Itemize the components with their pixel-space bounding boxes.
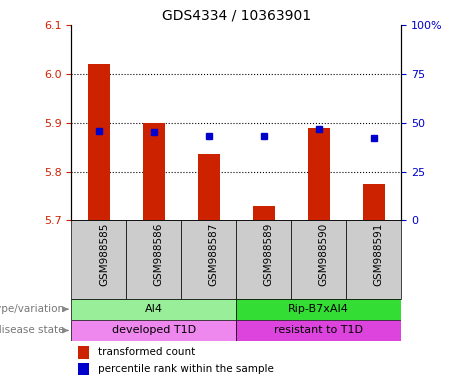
Bar	[236, 220, 291, 299]
Text: AI4: AI4	[145, 304, 163, 314]
Text: disease state: disease state	[0, 326, 65, 336]
Title: GDS4334 / 10363901: GDS4334 / 10363901	[162, 8, 311, 22]
Text: GSM988590: GSM988590	[319, 223, 329, 286]
Bar	[346, 220, 401, 299]
Text: transformed count: transformed count	[98, 348, 195, 358]
Bar	[181, 220, 236, 299]
Bar	[363, 184, 384, 220]
Text: developed T1D: developed T1D	[112, 326, 196, 336]
Bar	[78, 363, 89, 376]
Text: percentile rank within the sample: percentile rank within the sample	[98, 364, 274, 374]
Text: GSM988589: GSM988589	[264, 223, 274, 286]
Bar	[71, 220, 126, 299]
Bar	[236, 320, 401, 341]
Text: Rip-B7xAI4: Rip-B7xAI4	[288, 304, 349, 314]
Bar	[143, 123, 165, 220]
Text: GSM988591: GSM988591	[373, 223, 384, 286]
Bar	[88, 64, 110, 220]
Bar	[307, 127, 330, 220]
Bar	[71, 320, 236, 341]
Text: resistant to T1D: resistant to T1D	[274, 326, 363, 336]
Bar	[198, 154, 220, 220]
Text: GSM988586: GSM988586	[154, 223, 164, 286]
Bar	[236, 299, 401, 320]
Text: genotype/variation: genotype/variation	[0, 304, 65, 314]
Bar	[253, 206, 275, 220]
Bar	[71, 299, 236, 320]
Bar	[291, 220, 346, 299]
Text: GSM988585: GSM988585	[99, 223, 109, 286]
Bar	[78, 346, 89, 359]
Text: GSM988587: GSM988587	[209, 223, 219, 286]
Bar	[126, 220, 181, 299]
